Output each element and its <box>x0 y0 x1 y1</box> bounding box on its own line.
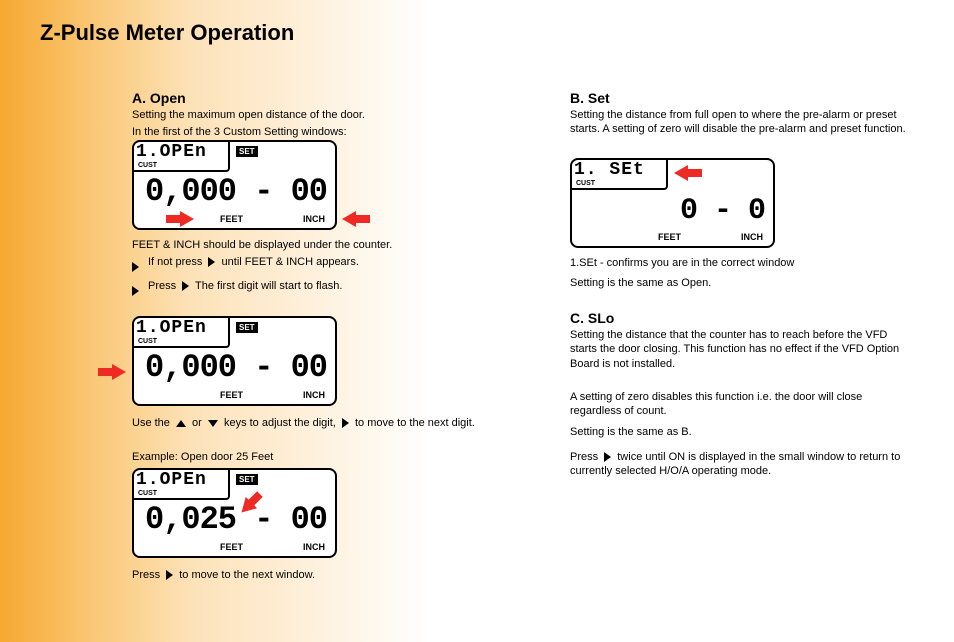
lcd-cust-label: CUST <box>138 162 157 169</box>
text: If not press <box>148 256 202 268</box>
down-tri-icon <box>208 420 218 427</box>
section-a-heading: A. Open <box>132 90 186 106</box>
text: to move to the next digit. <box>355 417 475 429</box>
text: or <box>192 417 202 429</box>
page-title: Z-Pulse Meter Operation <box>40 20 294 46</box>
bullet-2: Press The first digit will start to flas… <box>148 279 508 293</box>
arrow-left-icon <box>674 165 688 181</box>
lcd-top-text: 1. SEt <box>574 160 662 180</box>
lcd-feet-label: FEET <box>220 390 243 400</box>
lcd-set-badge: SET <box>236 474 258 485</box>
lcd-top-text: 1.OPEn <box>136 318 224 338</box>
lcd-small-box: 1.OPEn CUST <box>132 316 230 348</box>
bullet-1: If not press until FEET & INCH appears. <box>148 255 508 269</box>
text: Press <box>570 451 598 463</box>
lcd-main-value: 0,000 - 00 <box>145 173 327 210</box>
lcd-cust-label: CUST <box>576 180 595 187</box>
section-b-heading: B. Set <box>570 90 610 106</box>
lcd-display-b: 1. SEt CUST 0 - 0 FEET INCH <box>570 158 775 248</box>
lcd-set-badge: SET <box>236 146 258 157</box>
a-final-line: Press to move to the next window. <box>132 568 512 582</box>
c-final-line: Press twice until ON is displayed in the… <box>570 450 910 479</box>
lcd-main-value: 0 - 0 <box>680 194 765 228</box>
lcd-small-box: 1.OPEn CUST <box>132 140 230 172</box>
lcd-inch-label: INCH <box>303 214 325 224</box>
up-tri-icon <box>176 420 186 427</box>
lcd-top-text: 1.OPEn <box>136 470 224 490</box>
right-tri-icon <box>208 257 215 267</box>
arrow-right-icon <box>180 211 194 227</box>
bullet-icon <box>132 258 145 276</box>
example-line: Example: Open door 25 Feet <box>132 450 273 464</box>
right-tri-icon <box>182 281 189 291</box>
lcd-feet-label: FEET <box>658 232 681 242</box>
text: twice until ON is displayed in the small… <box>570 451 900 477</box>
lcd-display-1: 1.OPEn CUST SET 0,000 - 00 FEET INCH <box>132 140 337 230</box>
confirm-line: 1.SEt - confirms you are in the correct … <box>570 256 910 270</box>
lcd-small-box: 1. SEt CUST <box>570 158 668 190</box>
b-set-same: Setting is the same as Open. <box>570 276 711 290</box>
section-c-heading: C. SLo <box>570 310 614 326</box>
section-a-subtitle: Setting the maximum open distance of the… <box>132 108 492 122</box>
lcd-main-value: 0,000 - 00 <box>145 349 327 386</box>
lcd-inch-label: INCH <box>303 390 325 400</box>
text: Use the <box>132 417 170 429</box>
lcd-top-text: 1.OPEn <box>136 142 224 162</box>
lcd-display-3: 1.OPEn CUST SET 0,025 - 00 FEET INCH <box>132 468 337 558</box>
lcd-cust-label: CUST <box>138 338 157 345</box>
c-desc3: Setting is the same as B. <box>570 425 910 439</box>
lcd-inch-label: INCH <box>741 232 763 242</box>
right-tri-icon <box>604 452 611 462</box>
arrow-diagonal-icon <box>238 492 262 516</box>
section-b-desc: Setting the distance from full open to w… <box>570 108 910 137</box>
lcd-set-badge: SET <box>236 322 258 333</box>
text: Press <box>148 280 176 292</box>
right-tri-icon <box>342 418 349 428</box>
text: until FEET & INCH appears. <box>222 256 359 268</box>
section-a-step1: In the first of the 3 Custom Setting win… <box>132 125 492 139</box>
c-desc1: Setting the distance that the counter ha… <box>570 328 910 371</box>
text: keys to adjust the digit <box>224 417 333 429</box>
step-3-line: Use the or keys to adjust the digit, to … <box>132 416 512 430</box>
arrow-right-icon <box>112 364 126 380</box>
lcd-small-box: 1.OPEn CUST <box>132 468 230 500</box>
bullet-icon <box>132 282 145 300</box>
lcd-cust-label: CUST <box>138 490 157 497</box>
lcd-display-2: 1.OPEn CUST SET 0,000 - 00 FEET INCH <box>132 316 337 406</box>
text: to move to the next window. <box>179 569 315 581</box>
lcd-inch-label: INCH <box>303 542 325 552</box>
lcd-feet-label: FEET <box>220 542 243 552</box>
lcd-feet-label: FEET <box>220 214 243 224</box>
text: The first digit will start to flash. <box>195 280 342 292</box>
arrow-left-icon <box>342 211 356 227</box>
c-desc2: A setting of zero disables this function… <box>570 390 910 419</box>
feet-inch-line: FEET & INCH should be displayed under th… <box>132 238 512 252</box>
text: Press <box>132 569 160 581</box>
right-tri-icon <box>166 570 173 580</box>
